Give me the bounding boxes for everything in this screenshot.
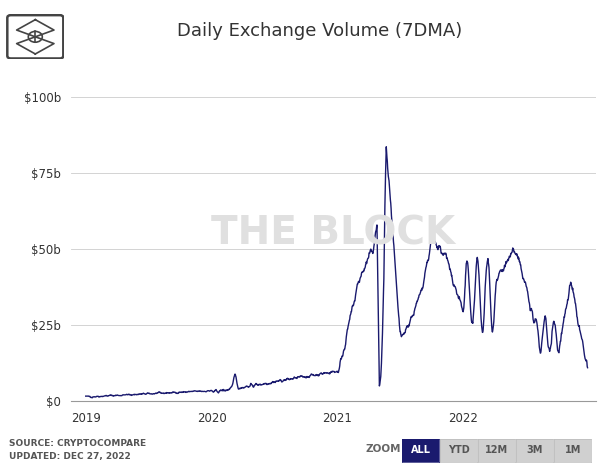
Text: 3M: 3M [527,445,543,456]
Text: ZOOM: ZOOM [365,444,401,454]
Text: THE BLOCK: THE BLOCK [211,215,455,253]
Text: Daily Exchange Volume (7DMA): Daily Exchange Volume (7DMA) [177,22,462,40]
Text: 1M: 1M [565,445,581,456]
Text: YTD: YTD [448,445,470,456]
Text: ALL: ALL [411,445,430,456]
Text: 12M: 12M [485,445,508,456]
Text: SOURCE: CRYPTOCOMPARE
UPDATED: DEC 27, 2022: SOURCE: CRYPTOCOMPARE UPDATED: DEC 27, 2… [9,439,146,461]
